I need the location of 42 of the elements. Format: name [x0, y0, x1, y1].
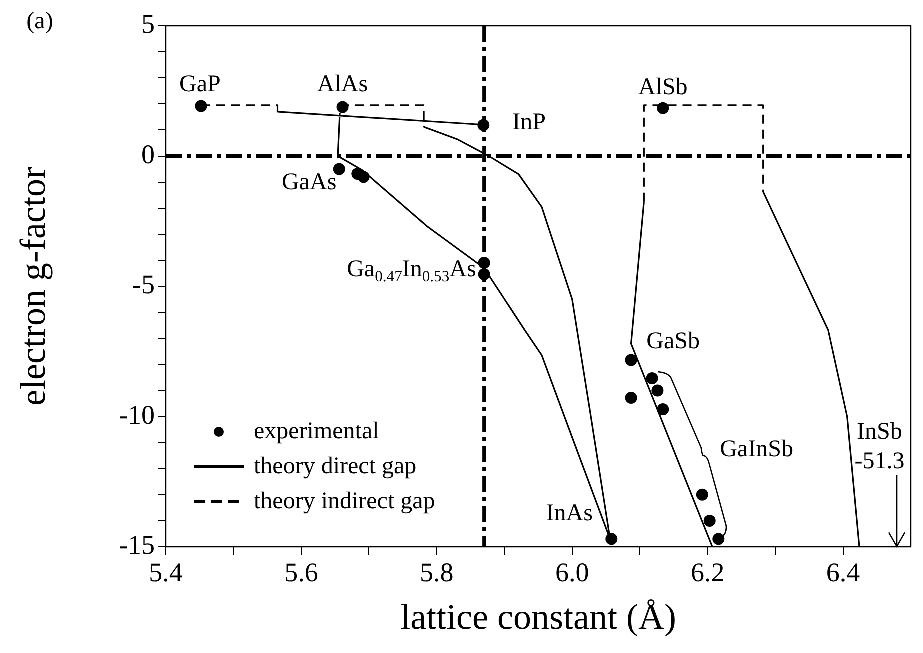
point [646, 372, 658, 384]
x-tick-label: 6.4 [826, 557, 861, 588]
point [696, 488, 708, 501]
text: (a) [26, 8, 54, 34]
point [625, 392, 638, 404]
annotation: InAs [546, 500, 593, 526]
annotation: AlAs [317, 72, 368, 98]
point [195, 100, 208, 112]
legend-label: experimental [254, 418, 380, 444]
annotation: GaP [180, 72, 221, 98]
x-tick-label: 6.0 [555, 557, 590, 588]
point [336, 101, 349, 114]
point [652, 384, 664, 397]
point [625, 354, 638, 366]
point [358, 171, 370, 184]
annotation: InSb [857, 419, 902, 446]
y-tick-label: -5 [132, 270, 155, 300]
point [704, 514, 716, 527]
annotation: GaSb [646, 328, 700, 355]
y-tick-label: 5 [142, 9, 155, 40]
legend-label: theory indirect gap [254, 488, 436, 514]
x-axis-title: lattice constant (Å) [400, 596, 676, 637]
x-tick-label: 6.2 [690, 557, 725, 588]
y-tick-label: 0 [142, 139, 155, 170]
annotation: GaAs [282, 170, 337, 196]
point [712, 533, 725, 546]
legend-label: theory direct gap [254, 453, 417, 480]
point [478, 257, 490, 270]
x-tick-label: 5.8 [420, 557, 454, 588]
point [333, 163, 346, 176]
y-axis-title: electron g-factor [13, 167, 54, 406]
annotation: InP [512, 110, 546, 136]
x-tick-label: 5.6 [284, 557, 318, 588]
point [606, 533, 618, 546]
point [478, 268, 490, 281]
point [657, 102, 670, 114]
point [478, 119, 490, 132]
y-tick-label: -10 [119, 400, 155, 430]
annotation: -51.3 [854, 448, 905, 474]
point [657, 403, 670, 416]
annotation: GaInSb [720, 436, 794, 462]
annotation: AlSb [638, 74, 688, 101]
